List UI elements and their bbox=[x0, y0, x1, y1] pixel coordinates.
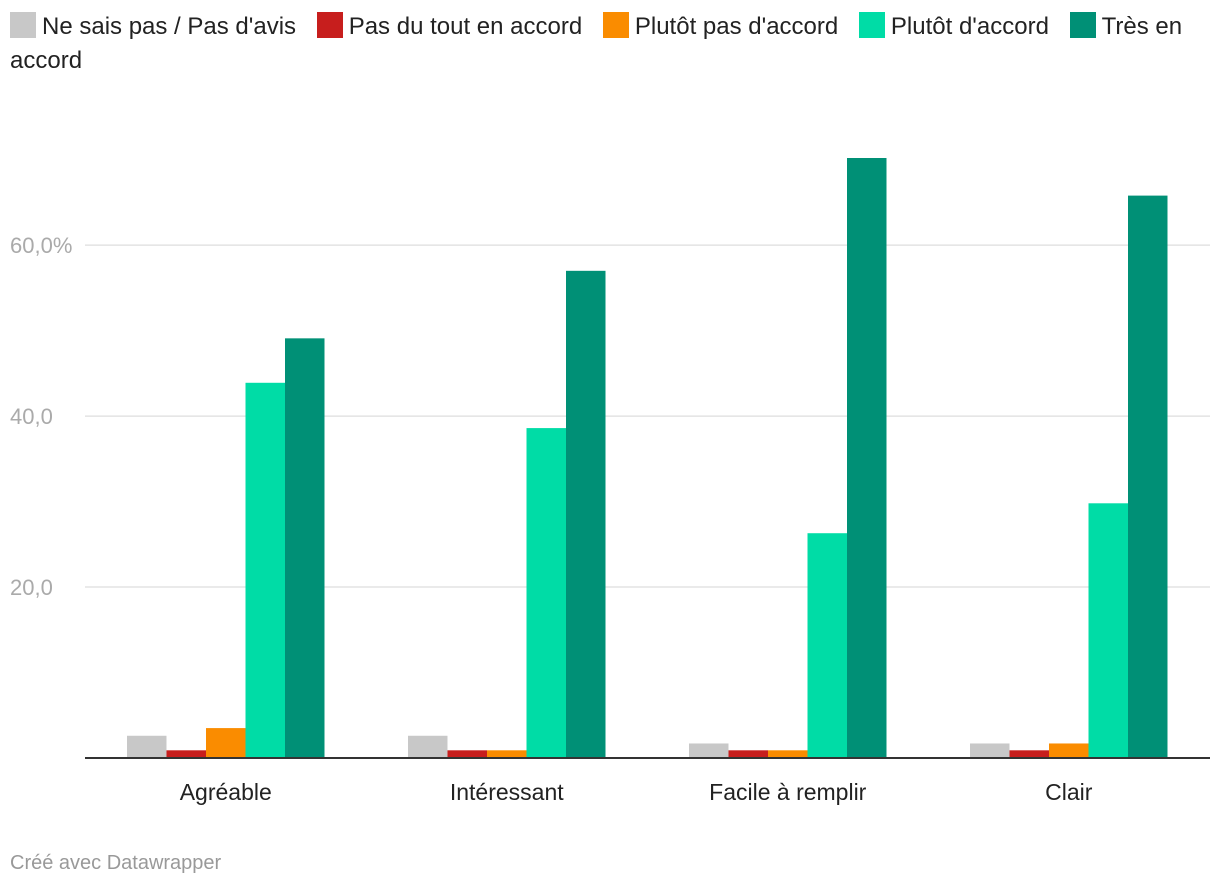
bar bbox=[1049, 743, 1089, 758]
bar bbox=[447, 750, 487, 758]
footer-credit: Créé avec Datawrapper bbox=[10, 852, 222, 874]
legend: Ne sais pas / Pas d'avis Pas du tout en … bbox=[10, 10, 1210, 78]
bar bbox=[970, 743, 1010, 758]
x-category-label: Clair bbox=[1045, 779, 1093, 805]
x-category-label: Facile à remplir bbox=[709, 779, 867, 805]
legend-swatch bbox=[858, 12, 885, 38]
bar bbox=[807, 533, 847, 758]
y-tick-label: 40,0 bbox=[10, 404, 53, 429]
bars bbox=[127, 158, 1168, 759]
bar bbox=[1009, 750, 1049, 758]
legend-label: Plutôt pas d'accord bbox=[634, 13, 839, 40]
legend-swatch bbox=[1069, 12, 1096, 38]
legend-swatch bbox=[602, 12, 629, 38]
bar bbox=[566, 270, 606, 758]
bar bbox=[728, 750, 768, 758]
bar bbox=[408, 735, 448, 758]
legend-label: Ne sais pas / Pas d'avis bbox=[42, 13, 297, 40]
legend-item: Très en accord bbox=[10, 12, 1183, 74]
legend-item: Ne sais pas / Pas d'avis bbox=[10, 12, 297, 40]
legend-label: Plutôt d'accord bbox=[890, 13, 1049, 40]
legend-swatch bbox=[10, 12, 36, 38]
bar bbox=[689, 743, 729, 758]
legend-item: Plutôt d'accord bbox=[858, 12, 1049, 40]
y-axis-ticks: 20,0 40,0 60,0% bbox=[10, 233, 72, 600]
bar bbox=[1128, 195, 1168, 759]
bar bbox=[1088, 503, 1128, 758]
bar bbox=[127, 735, 167, 758]
x-category-label: Intéressant bbox=[450, 779, 564, 805]
legend-swatch bbox=[316, 12, 343, 38]
y-tick-label: 60,0% bbox=[10, 233, 72, 258]
bar bbox=[166, 750, 206, 758]
legend-label: Pas du tout en accord bbox=[348, 13, 583, 40]
bar bbox=[245, 382, 285, 758]
x-axis-categories: Agréable Intéressant Facile à remplir Clair bbox=[180, 779, 1093, 805]
x-category-label: Agréable bbox=[180, 779, 272, 805]
bar bbox=[847, 158, 887, 758]
bar bbox=[285, 338, 325, 758]
legend-label: Très en accord bbox=[10, 13, 1183, 74]
bar bbox=[768, 750, 808, 758]
bar bbox=[526, 428, 566, 758]
bar bbox=[487, 750, 527, 758]
legend-item: Plutôt pas d'accord bbox=[602, 12, 839, 40]
legend-item: Pas du tout en accord bbox=[316, 12, 583, 40]
bar bbox=[206, 728, 246, 758]
y-tick-label: 20,0 bbox=[10, 575, 53, 600]
